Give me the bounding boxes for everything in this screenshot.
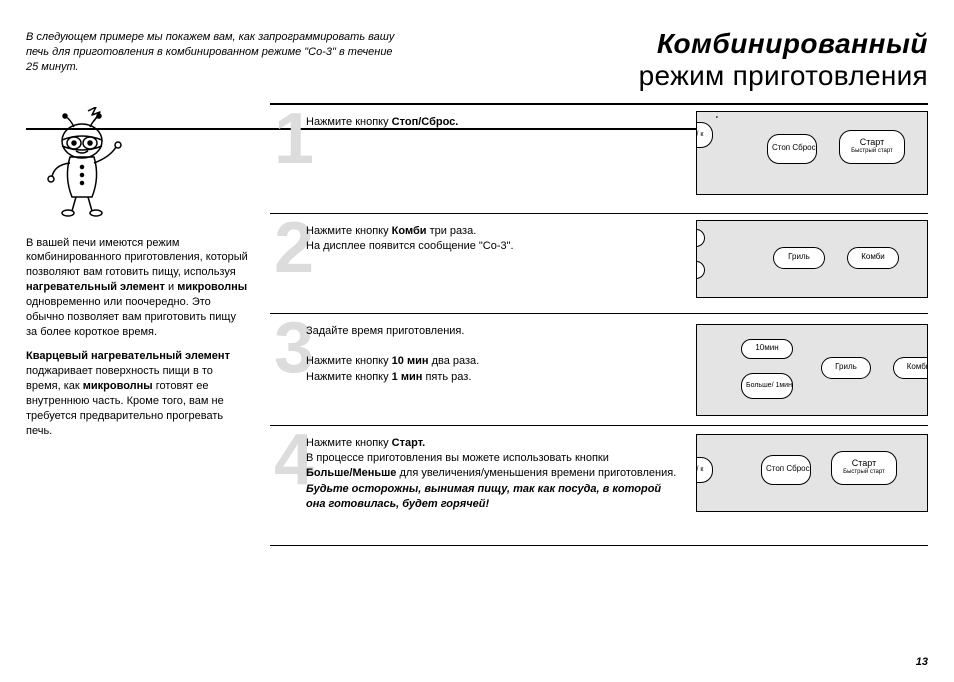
title-subtitle: режим приготовления: [639, 60, 928, 92]
step-text: Нажмите кнопку Стоп/Сброс.: [306, 115, 678, 130]
ten-min-button[interactable]: 10мин: [741, 339, 793, 359]
kombi-button[interactable]: Комби: [847, 247, 899, 269]
step-3: 3 Задайте время приготовления. Нажмите к…: [270, 313, 928, 425]
control-panel-3: 10мин Больше/ 1мин Гриль Комби: [696, 324, 928, 416]
sidebar: В вашей печи имеются режим комбинированн…: [26, 103, 270, 546]
warning-text: Будьте осторожны, вынимая пищу, так как …: [306, 483, 661, 510]
step-2: 2 Нажмите кнопку Комби три раза. На дисп…: [270, 213, 928, 313]
more-1min-button[interactable]: Больше/ 1мин: [741, 373, 793, 399]
step-4: 4 Нажмите кнопку Старт. В процессе приго…: [270, 425, 928, 543]
page-number: 13: [916, 656, 928, 668]
start-button[interactable]: Старт Быстрый старт: [839, 130, 905, 164]
page-title: Комбинированный режим приготовления: [639, 28, 928, 92]
sidebar-para-2: Кварцевый нагревательный элемент поджари…: [26, 349, 248, 438]
stop-reset-button[interactable]: Стоп Сброс: [767, 134, 817, 164]
panel-fragment: е/ к: [696, 122, 713, 148]
grill-button[interactable]: Гриль: [821, 357, 871, 379]
bottom-rule: [270, 545, 928, 546]
sidebar-para-1: В вашей печи имеются режим комбинированн…: [26, 236, 248, 340]
title-bold: Комбинированный: [639, 28, 928, 60]
panel-fragment: н: [696, 229, 705, 247]
steps-column: 1 Нажмите кнопку Стоп/Сброс. е/ к Стоп С…: [270, 103, 928, 546]
grill-button[interactable]: Гриль: [773, 247, 825, 269]
mascot-icon: [26, 107, 146, 217]
kombi-button[interactable]: Комби: [893, 357, 928, 379]
step-1: 1 Нажмите кнопку Стоп/Сброс. е/ к Стоп С…: [270, 103, 928, 213]
intro-text: В следующем примере мы покажем вам, как …: [26, 30, 406, 75]
step-text: Задайте время приготовления. Нажмите кно…: [306, 324, 678, 386]
step-number: 1: [274, 103, 314, 175]
page: { "intro": "В следующем примере мы покаж…: [0, 0, 954, 682]
control-panel-2: н е/ Гриль Комби: [696, 220, 928, 298]
control-panel-4: е/ к Стоп Сброс Старт Быстрый старт: [696, 434, 928, 512]
panel-fragment: е/: [696, 261, 705, 279]
step-text: Нажмите кнопку Комби три раза. На диспле…: [306, 224, 678, 255]
step-text: Нажмите кнопку Старт. В процессе пригото…: [306, 436, 678, 513]
stop-reset-button[interactable]: Стоп Сброс: [761, 455, 811, 485]
start-button[interactable]: Старт Быстрый старт: [831, 451, 897, 485]
control-panel-1: е/ к Стоп Сброс Старт Быстрый старт: [696, 111, 928, 195]
panel-fragment: е/ к: [696, 457, 713, 483]
